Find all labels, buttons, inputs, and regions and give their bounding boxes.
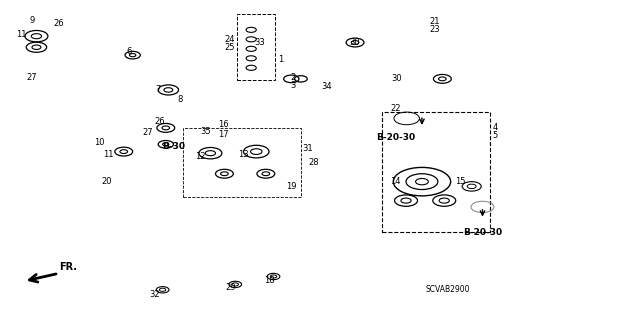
Text: 5: 5 [493, 131, 498, 140]
Text: 25: 25 [224, 43, 235, 52]
Bar [383, 112, 490, 232]
Text: 24: 24 [224, 35, 235, 44]
Text: 15: 15 [455, 177, 465, 186]
Text: 27: 27 [27, 73, 37, 82]
Text: 17: 17 [218, 130, 228, 139]
Text: 28: 28 [308, 158, 319, 167]
Text: 11: 11 [17, 30, 27, 39]
Text: 13: 13 [238, 150, 249, 159]
Text: 33: 33 [254, 38, 265, 47]
Text: 31: 31 [302, 144, 312, 153]
Bar [237, 14, 275, 80]
Text: 21: 21 [429, 18, 440, 26]
Text: 26: 26 [53, 19, 64, 28]
Text: 23: 23 [429, 25, 440, 34]
Text: 4: 4 [493, 123, 498, 132]
Text: 26: 26 [154, 117, 164, 126]
Text: 14: 14 [390, 177, 401, 186]
Text: 10: 10 [93, 137, 104, 147]
Text: 34: 34 [321, 82, 332, 91]
Text: 8: 8 [177, 95, 182, 104]
Text: FR.: FR. [59, 262, 77, 272]
Text: 27: 27 [143, 128, 153, 137]
Text: 7: 7 [155, 85, 160, 94]
Text: B-20-30: B-20-30 [463, 228, 502, 237]
Text: 9: 9 [29, 16, 35, 25]
Text: 22: 22 [390, 104, 401, 113]
Text: 29: 29 [225, 283, 236, 292]
Bar [183, 128, 301, 197]
Text: 30: 30 [391, 74, 402, 83]
Text: 32: 32 [149, 290, 159, 299]
Text: B-20-30: B-20-30 [376, 133, 415, 142]
Text: 6: 6 [126, 48, 132, 56]
Text: 2: 2 [291, 73, 296, 82]
Text: 18: 18 [264, 276, 275, 285]
Text: SCVAB2900: SCVAB2900 [425, 285, 470, 294]
Text: 20: 20 [101, 177, 112, 186]
Text: B-30: B-30 [162, 142, 185, 151]
Text: 30: 30 [349, 38, 360, 47]
Text: 3: 3 [291, 81, 296, 90]
Text: 19: 19 [286, 182, 296, 191]
Text: 12: 12 [195, 152, 205, 161]
Text: 35: 35 [200, 127, 211, 136]
Text: 11: 11 [103, 150, 114, 159]
Text: 1: 1 [278, 56, 283, 64]
Text: 16: 16 [218, 120, 228, 129]
